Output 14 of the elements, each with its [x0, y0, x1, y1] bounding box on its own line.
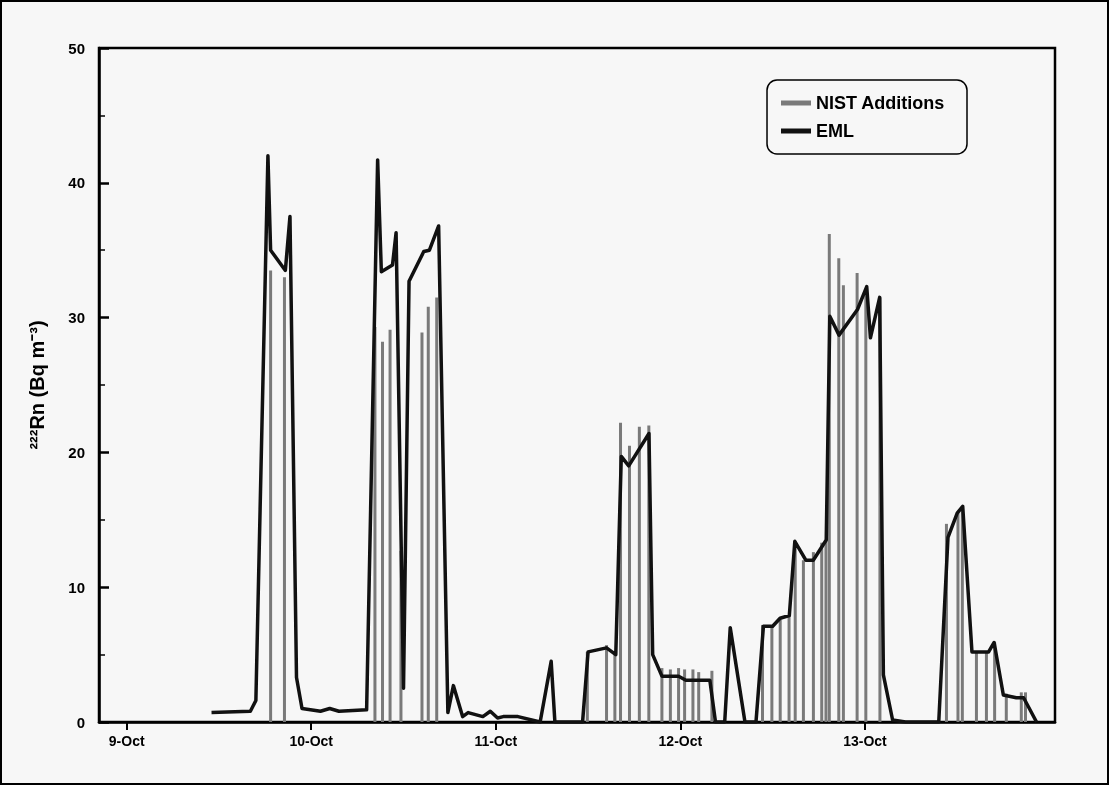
y-tick-label: 30: [68, 309, 85, 327]
y-tick-label: 0: [76, 713, 85, 731]
x-tick-label: 12-Oct: [658, 733, 703, 749]
y-tick-label: 10: [68, 578, 85, 596]
legend-label: NIST Additions: [816, 93, 945, 113]
x-tick-label: 10-Oct: [289, 733, 334, 749]
y-tick-label: 40: [68, 174, 85, 192]
y-tick-label: 20: [68, 443, 85, 461]
legend-label: EML: [816, 121, 855, 141]
x-tick-label: 9-Oct: [108, 733, 145, 749]
x-tick-label: 13-Oct: [843, 733, 888, 749]
y-axis-title: ²²²Rn (Bq m⁻³): [26, 320, 48, 450]
x-tick-label: 11-Oct: [474, 733, 518, 749]
y-tick-label: 50: [68, 39, 85, 57]
